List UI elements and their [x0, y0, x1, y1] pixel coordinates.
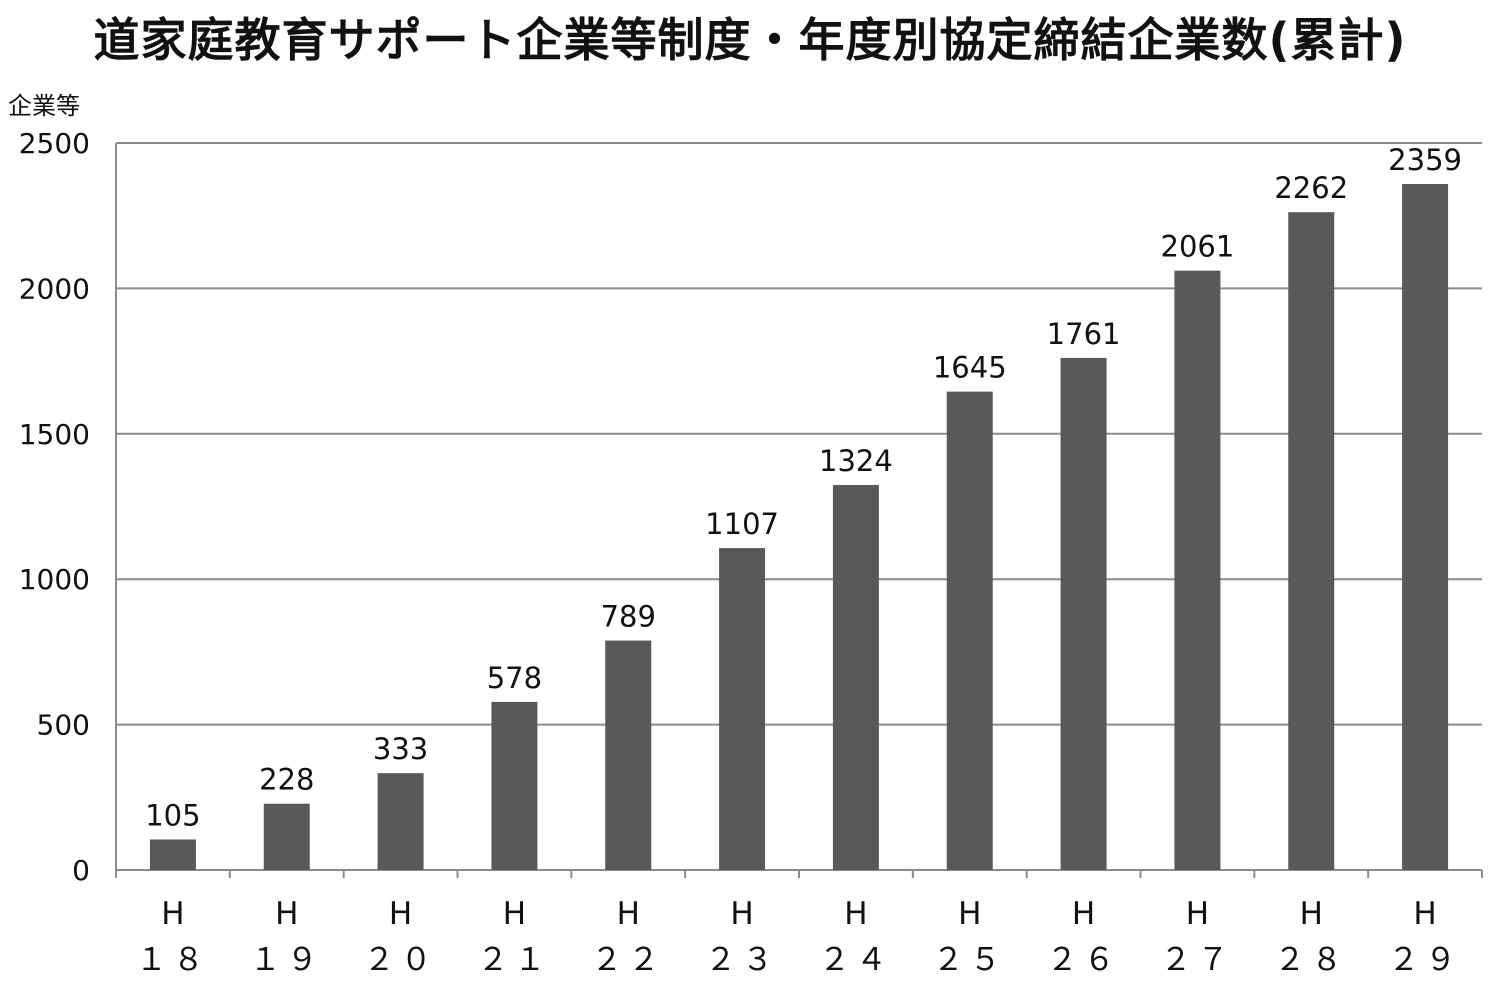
y-axis-unit-label: 企業等 [8, 92, 80, 120]
y-tick-label: 1500 [19, 418, 90, 451]
x-tick-label-line1: H [844, 896, 867, 932]
x-tick-label-line2: ２４ [819, 942, 893, 978]
x-tick-label-line2: ２０ [364, 942, 438, 978]
y-tick-label: 0 [72, 854, 90, 887]
x-tick-label-line2: ２６ [1047, 942, 1121, 978]
bar [719, 548, 766, 870]
x-tick-label-line1: H [617, 896, 640, 932]
x-tick-label-line1: H [161, 896, 184, 932]
x-tick-label-line2: ２３ [705, 942, 779, 978]
x-tick-label-line1: H [730, 896, 753, 932]
x-tick-label-line2: １９ [250, 942, 324, 978]
x-tick-label-line1: H [389, 896, 412, 932]
data-label: 578 [487, 661, 542, 695]
data-label: 228 [259, 763, 314, 797]
bar [1174, 270, 1221, 870]
chart-title: 道家庭教育サポート企業等制度・年度別協定締結企業数(累計) [93, 13, 1407, 67]
data-label: 1645 [933, 351, 1007, 385]
y-tick-label: 500 [37, 709, 90, 742]
x-tick-label-line1: H [503, 896, 526, 932]
data-label: 2061 [1161, 230, 1235, 264]
x-tick-label-line2: ２９ [1388, 942, 1462, 978]
x-tick-label-line2: ２２ [591, 942, 665, 978]
x-tick-label-line1: H [958, 896, 981, 932]
bar [377, 773, 424, 870]
bar [263, 803, 310, 870]
data-label: 105 [145, 798, 200, 832]
x-tick-label-line2: ２８ [1274, 942, 1348, 978]
y-tick-label: 1000 [19, 563, 90, 596]
data-label: 1761 [1047, 317, 1121, 351]
data-label: 333 [373, 732, 428, 766]
bar [832, 484, 879, 870]
bar [149, 839, 196, 870]
data-label: 789 [601, 600, 656, 634]
x-tick-label-line1: H [1300, 896, 1323, 932]
data-label: 2262 [1274, 171, 1348, 205]
y-tick-label: 2000 [19, 272, 90, 305]
bar [946, 391, 993, 870]
bar [1288, 212, 1335, 871]
bar [1402, 184, 1449, 870]
bar [605, 640, 652, 870]
x-tick-label-line2: ２５ [933, 942, 1007, 978]
data-label: 1324 [819, 444, 893, 478]
x-tick-label-line1: H [1186, 896, 1209, 932]
data-label: 2359 [1388, 143, 1462, 177]
data-label: 1107 [705, 507, 779, 541]
bar [1060, 357, 1107, 870]
x-tick-label-line1: H [1413, 896, 1436, 932]
x-tick-label-line1: H [275, 896, 298, 932]
bar [491, 701, 538, 870]
x-tick-label-line1: H [1072, 896, 1095, 932]
x-tick-label-line2: ２７ [1160, 942, 1234, 978]
x-tick-label-line2: １８ [136, 942, 210, 978]
x-tick-label-line2: ２１ [477, 942, 551, 978]
y-tick-label: 2500 [19, 127, 90, 160]
